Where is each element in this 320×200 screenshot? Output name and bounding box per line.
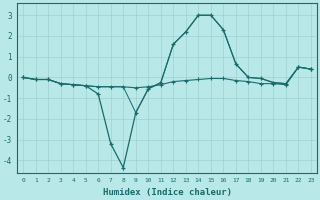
X-axis label: Humidex (Indice chaleur): Humidex (Indice chaleur) — [102, 188, 232, 197]
